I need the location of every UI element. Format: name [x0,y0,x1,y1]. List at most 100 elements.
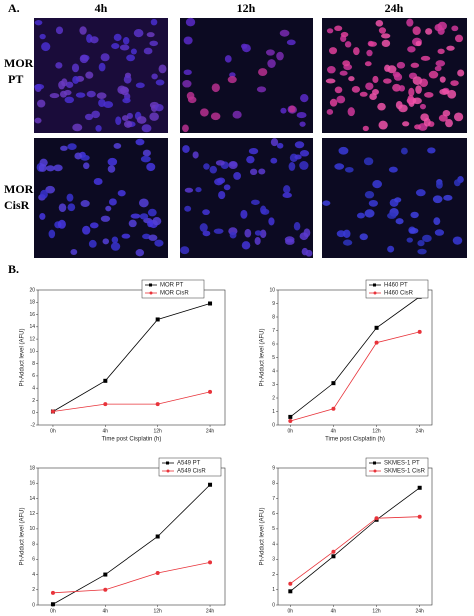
nucleus [392,83,401,92]
x-tick-label: 4h [331,428,337,434]
legend-marker [149,283,152,287]
nucleus [150,18,158,26]
nucleus [123,75,132,84]
nucleus [437,21,447,31]
nucleus [229,231,237,239]
nucleus [250,199,260,205]
nucleus [138,198,149,208]
data-point [103,378,108,383]
x-tick-label: 4h [331,608,337,614]
nucleus [343,229,351,239]
nucleus [142,149,151,157]
x-tick-label: 4h [103,608,109,614]
nucleus [67,143,77,150]
y-tick-label: 8 [32,541,35,547]
row-label: MOR [4,182,34,196]
nucleus [228,160,238,169]
nucleus [280,107,287,114]
nucleus [117,189,126,197]
legend-box [141,279,205,299]
panel-label: B. [8,262,19,276]
nucleus [154,239,164,247]
data-point [331,549,336,554]
nucleus [155,79,165,86]
nucleus [402,121,410,127]
x-tick-label: 0h [288,608,294,614]
nucleus [88,239,97,248]
nucleus [64,96,75,104]
nucleus [53,164,63,172]
series-line [290,487,420,592]
nucleus [58,203,67,212]
nucleus [368,41,377,47]
nucleus [232,110,242,119]
data-point [50,409,55,414]
legend-box [365,457,429,477]
nucleus [133,29,144,38]
nucleus [442,110,451,117]
nucleus [128,219,137,228]
data-point [155,402,160,407]
nucleus [213,228,224,234]
x-tick-label: 12h [372,428,381,434]
nucleus [301,247,309,256]
x-tick-label: 24h [206,608,215,614]
y-tick-label: 18 [29,465,35,471]
series-line [52,391,211,412]
nucleus [457,69,465,77]
y-tick-label: 20 [29,287,35,293]
y-tick-label: 3 [272,382,275,388]
y-axis-label: Pt-Adduct level (AFU) [20,328,26,386]
y-tick-label: 4 [32,572,35,578]
nucleus [185,17,196,27]
nucleus [299,161,309,170]
nucleus [258,168,266,175]
nucleus [113,33,122,42]
nucleus [98,99,106,108]
micrograph [34,138,168,258]
nucleus [325,78,336,84]
y-tick-label: 16 [29,481,35,487]
x-tick-label: 12h [372,608,381,614]
y-tick-label: 2 [32,587,35,593]
nucleus [427,147,436,154]
nucleus [224,55,232,63]
nucleus [336,230,346,238]
nucleus [182,145,190,153]
nucleus [147,208,157,217]
nucleus [423,117,431,127]
nucleus [79,54,89,64]
nucleus [407,46,416,53]
nucleus [432,195,443,204]
nucleus [334,163,345,170]
y-tick-label: 0 [32,602,35,608]
nucleus [108,198,117,206]
nucleus [223,184,231,191]
nucleus [450,80,459,86]
nucleus [74,152,83,160]
nucleus [451,25,459,32]
nucleus [254,236,261,245]
nucleus [38,163,47,172]
data-point [155,571,160,576]
y-tick-label: 10 [29,349,35,355]
legend-marker [166,469,170,473]
nucleus [265,49,275,56]
nucleus [139,213,149,220]
micrograph-background [322,138,467,258]
nucleus [446,45,455,51]
nucleus [79,26,87,35]
nucleus [256,86,267,93]
nucleus [326,108,334,115]
x-tick-label: 24h [416,608,425,614]
nucleus [387,65,397,74]
nucleus [412,97,422,105]
nucleus [183,36,193,45]
nucleus [381,33,391,39]
nucleus [420,55,431,61]
row-label: PT [8,72,23,86]
nucleus [218,190,226,200]
nucleus [146,162,156,172]
y-tick-label: 6 [272,511,275,517]
nucleus [415,189,426,197]
